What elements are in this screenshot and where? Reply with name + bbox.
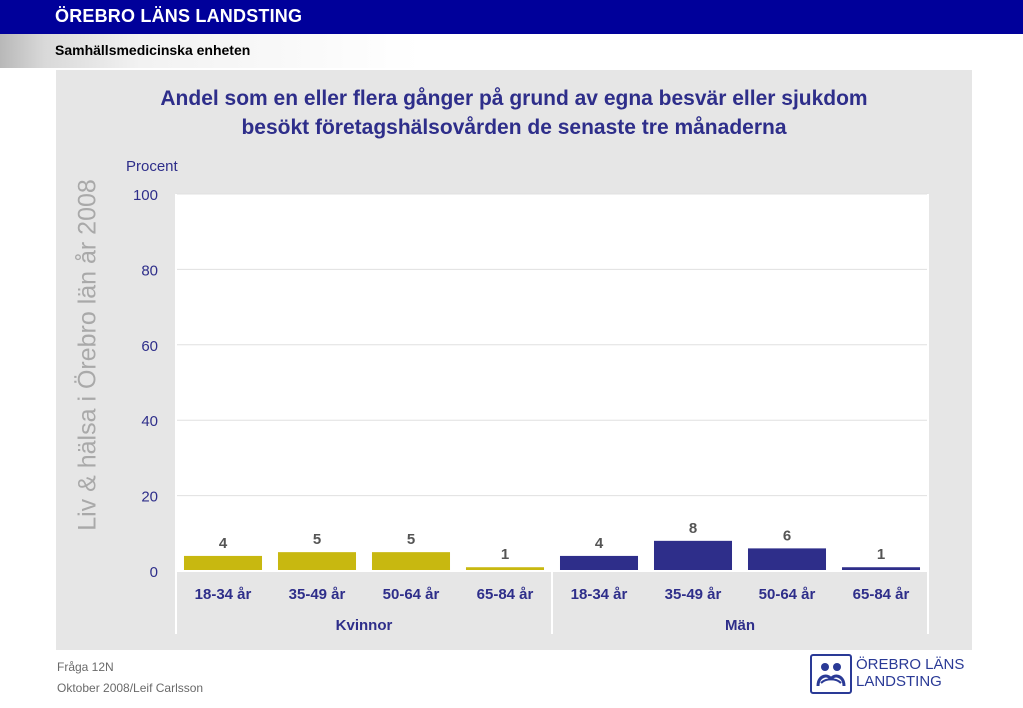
data-label: 5: [407, 531, 415, 548]
chart-title-line-1: Andel som en eller flera gånger på grund…: [160, 87, 868, 110]
chart-title-line-2: besökt företagshälsovården de senaste tr…: [241, 116, 787, 139]
x-tick-label: 35-49 år: [665, 586, 722, 603]
data-label: 5: [313, 531, 321, 548]
bar-kvinnor-1: [183, 555, 263, 571]
y-axis-label: Procent: [126, 158, 178, 175]
x-tick-label: 18-34 år: [571, 586, 628, 603]
bar-man-1: [559, 555, 639, 571]
footer-date-author: Oktober 2008/Leif Carlsson: [57, 681, 204, 695]
group-label-kvinnor: Kvinnor: [336, 617, 393, 634]
data-label: 6: [783, 527, 791, 544]
data-label: 4: [595, 535, 604, 552]
data-label: 1: [501, 546, 509, 563]
data-label: 1: [877, 546, 885, 563]
bar-kvinnor-2: [277, 552, 357, 571]
logo-line-2: LANDSTING: [856, 673, 942, 690]
bar-kvinnor-4: [465, 567, 545, 571]
chart-title: Andel som en eller flera gånger på grund…: [56, 84, 972, 142]
bar-man-2: [653, 540, 733, 571]
plot-area: [176, 194, 928, 571]
data-label: 8: [689, 520, 697, 537]
subheader-bar: [0, 34, 1023, 68]
x-tick-label: 18-34 år: [195, 586, 252, 603]
y-tick-label: 80: [141, 262, 158, 279]
data-label: 4: [219, 535, 228, 552]
bar-man-4: [841, 567, 921, 571]
y-tick-label: 100: [133, 187, 158, 204]
y-tick-label: 0: [150, 564, 158, 581]
bar-kvinnor-3: [371, 552, 451, 571]
x-tick-label: 65-84 år: [853, 586, 910, 603]
footer-question: Fråga 12N: [57, 660, 114, 674]
x-tick-label: 50-64 år: [383, 586, 440, 603]
y-tick-label: 60: [141, 338, 158, 355]
bar-man-3: [747, 548, 827, 571]
x-tick-label: 35-49 år: [289, 586, 346, 603]
landsting-emblem-icon: [810, 654, 852, 694]
header-bar: [0, 0, 1023, 34]
organization-title: ÖREBRO LÄNS LANDSTING: [55, 6, 303, 26]
y-tick-label: 20: [141, 489, 158, 506]
logo-line-1: ÖREBRO LÄNS: [856, 656, 965, 673]
unit-name: Samhällsmedicinska enheten: [55, 42, 251, 58]
x-tick-label: 65-84 år: [477, 586, 534, 603]
x-tick-label: 50-64 år: [759, 586, 816, 603]
group-label-man: Män: [725, 617, 755, 634]
logo-text: ÖREBRO LÄNS LANDSTING: [856, 656, 964, 690]
y-tick-label: 40: [141, 413, 158, 430]
